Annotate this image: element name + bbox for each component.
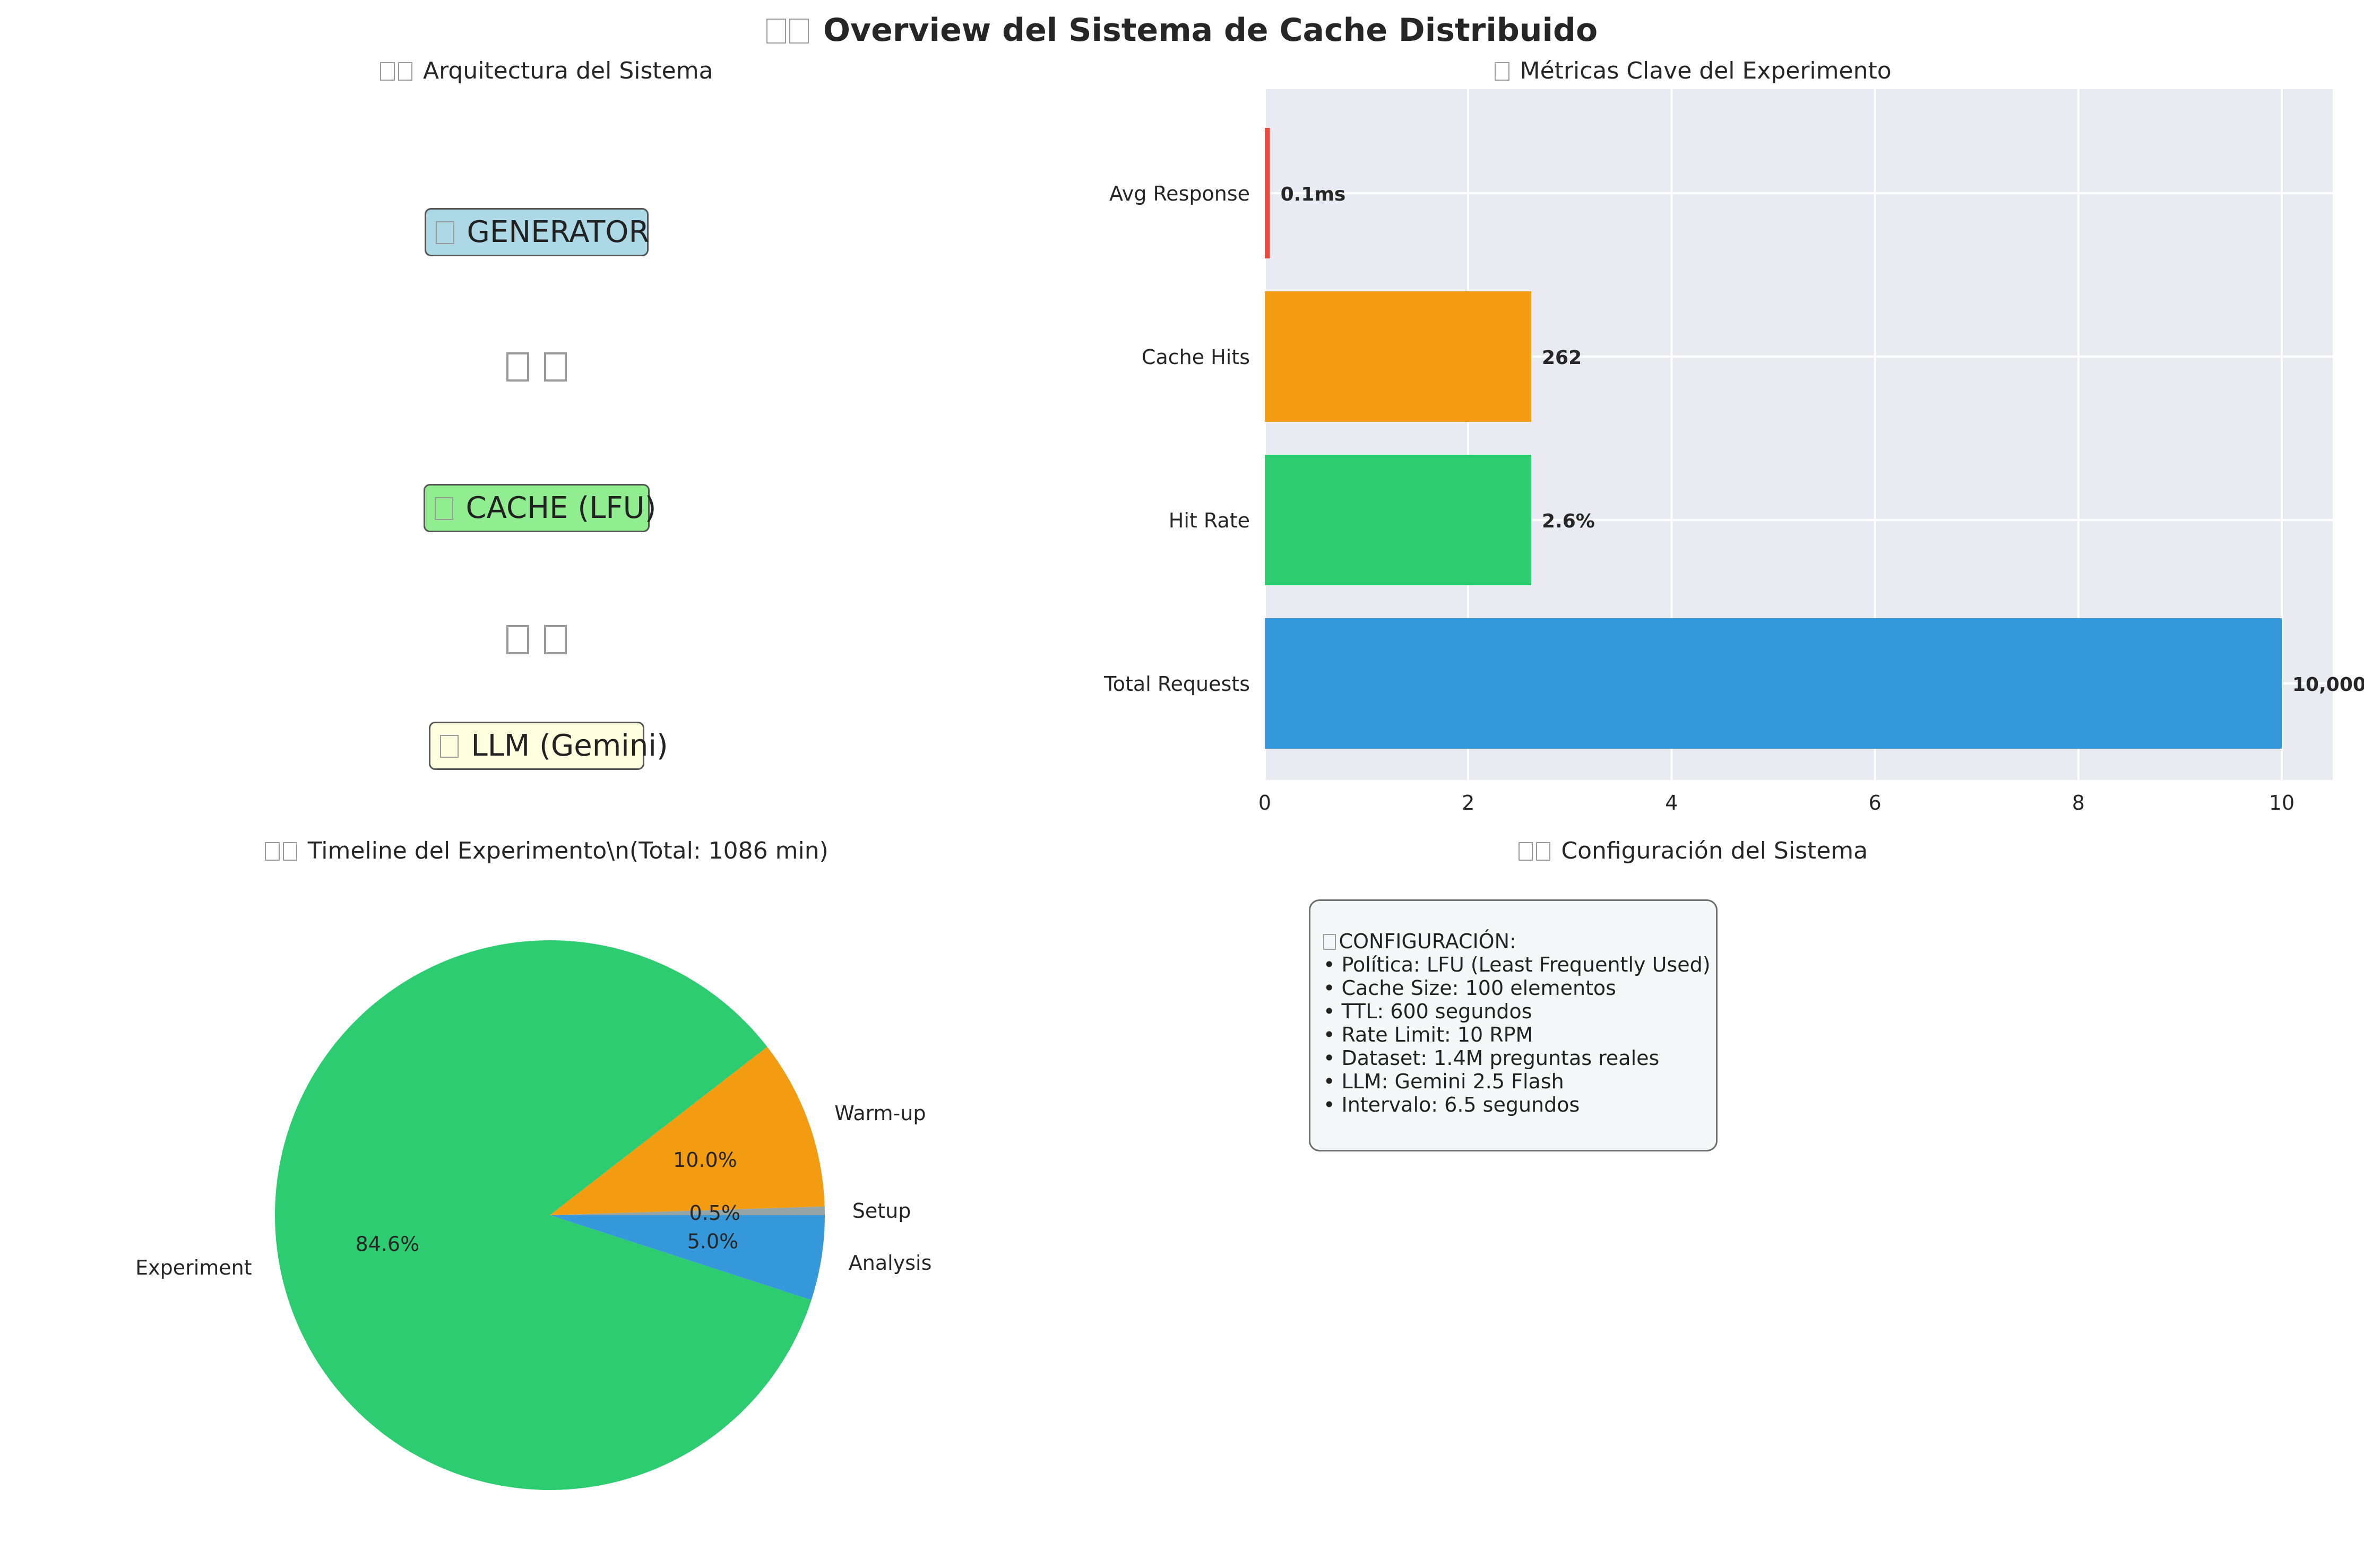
config-title-text: Configuración del Sistema xyxy=(1561,837,1868,864)
main-title-text: Overview del Sistema de Cache Distribuid… xyxy=(823,12,1598,49)
tick-labels: 0 2 4 6 8 10 Total Requests 10,000 Hit Rate 2.6% C… xyxy=(1103,182,2364,815)
metrics-title: Métricas Clave del Experimento xyxy=(1269,57,2118,84)
pie-slices xyxy=(275,940,825,1490)
config-item: • LLM: Gemini 2.5 Flash xyxy=(1323,1070,1564,1093)
pie-labels: Setup 0.5% Warm-up 10.0% Experiment 84.6% Anal… xyxy=(135,1102,931,1279)
config-item: • TTL: 600 segundos xyxy=(1323,1000,1532,1023)
emoji-glyph-icon xyxy=(544,352,567,382)
arrow-down-icon xyxy=(425,344,649,387)
node-llm: LLM (Gemini) xyxy=(429,722,668,770)
pie-slice xyxy=(550,1215,825,1300)
pie-slice xyxy=(275,940,812,1490)
pie-percent-label: 10.0% xyxy=(673,1148,737,1172)
y-tick-label: Avg Response xyxy=(1109,182,1250,205)
emoji-glyph-icon xyxy=(380,62,395,81)
config-item: • Rate Limit: 10 RPM xyxy=(1323,1023,1533,1046)
emoji-glyph-icon xyxy=(265,842,280,861)
x-tick-label: 6 xyxy=(1869,791,1882,815)
pie-category-label: Warm-up xyxy=(834,1102,926,1125)
config-title: Configuración del Sistema xyxy=(1269,837,2118,864)
emoji-glyph-icon xyxy=(436,221,454,245)
architecture-title: Arquitectura del Sistema xyxy=(16,57,1077,84)
pie-percent-label: 5.0% xyxy=(687,1230,739,1253)
node-generator-label: GENERATOR xyxy=(467,215,650,249)
bar-value-label: 2.6% xyxy=(1542,510,1595,532)
pie-category-label: Setup xyxy=(852,1199,911,1223)
pie-slice xyxy=(550,1046,825,1215)
bar-value-label: 262 xyxy=(1542,347,1582,369)
node-cache: CACHE (LFU) xyxy=(424,484,656,532)
emoji-glyph-icon xyxy=(398,62,412,81)
config-heading-text: CONFIGURACIÓN: xyxy=(1339,930,1516,953)
bar xyxy=(1265,455,1531,585)
pie-percent-label: 0.5% xyxy=(689,1201,740,1225)
timeline-title: Timeline del Experimento\n(Total: 1086 m… xyxy=(16,837,1077,864)
node-generator: GENERATOR xyxy=(425,208,649,256)
y-tick-label: Hit Rate xyxy=(1169,509,1250,532)
y-tick-label: Cache Hits xyxy=(1142,345,1250,369)
config-item: • Dataset: 1.4M preguntas reales xyxy=(1323,1046,1660,1070)
pie-percent-label: 84.6% xyxy=(355,1232,419,1255)
y-tick-label: Total Requests xyxy=(1103,672,1250,696)
node-llm-label: LLM (Gemini) xyxy=(471,729,668,763)
metrics-title-text: Métricas Clave del Experimento xyxy=(1520,57,1892,84)
timeline-title-text: Timeline del Experimento\n(Total: 1086 m… xyxy=(307,837,829,864)
x-tick-label: 2 xyxy=(1462,791,1474,815)
emoji-glyph-icon xyxy=(766,19,786,44)
config-item: • Intervalo: 6.5 segundos xyxy=(1323,1093,1580,1116)
emoji-glyph-icon xyxy=(506,352,529,382)
bar-value-label: 10,000 xyxy=(2292,674,2364,696)
bar xyxy=(1265,128,1270,258)
emoji-glyph-icon xyxy=(1323,934,1336,950)
architecture-title-text: Arquitectura del Sistema xyxy=(422,57,713,84)
emoji-glyph-icon xyxy=(440,734,459,758)
bar-marks xyxy=(1265,128,2282,749)
emoji-glyph-icon xyxy=(1518,842,1533,861)
config-heading: CONFIGURACIÓN: xyxy=(1323,930,1703,953)
x-tick-label: 10 xyxy=(2269,791,2294,815)
emoji-glyph-icon xyxy=(1536,842,1551,861)
x-tick-label: 8 xyxy=(2072,791,2085,815)
bar xyxy=(1265,291,1531,422)
emoji-glyph-icon xyxy=(1495,62,1509,81)
emoji-glyph-icon xyxy=(506,625,529,654)
pie-slice xyxy=(550,1206,825,1215)
config-box: CONFIGURACIÓN: • Política: LFU (Least Fr… xyxy=(1309,899,1718,1151)
config-item: • Cache Size: 100 elementos xyxy=(1323,976,1616,1000)
bar-value-label: 0.1ms xyxy=(1281,184,1346,205)
arrow-down-icon xyxy=(425,617,649,660)
metrics-bar-chart: 0 2 4 6 8 10 Total Requests 10,000 Hit Rate 2.6% C… xyxy=(1103,89,2364,815)
timeline-pie-chart: Setup 0.5% Warm-up 10.0% Experiment 84.6% Anal… xyxy=(135,940,931,1490)
x-tick-label: 0 xyxy=(1258,791,1271,815)
emoji-glyph-icon xyxy=(282,842,297,861)
x-tick-label: 4 xyxy=(1665,791,1678,815)
emoji-glyph-icon xyxy=(435,497,453,521)
pie-category-label: Analysis xyxy=(849,1251,932,1275)
bar xyxy=(1265,618,2282,749)
emoji-glyph-icon xyxy=(544,625,567,654)
pie-category-label: Experiment xyxy=(135,1256,252,1279)
config-item: • Política: LFU (Least Frequently Used) xyxy=(1323,953,1711,976)
emoji-glyph-icon xyxy=(789,19,809,44)
main-title: Overview del Sistema de Cache Distribuid… xyxy=(0,12,2364,49)
node-cache-label: CACHE (LFU) xyxy=(465,491,657,525)
